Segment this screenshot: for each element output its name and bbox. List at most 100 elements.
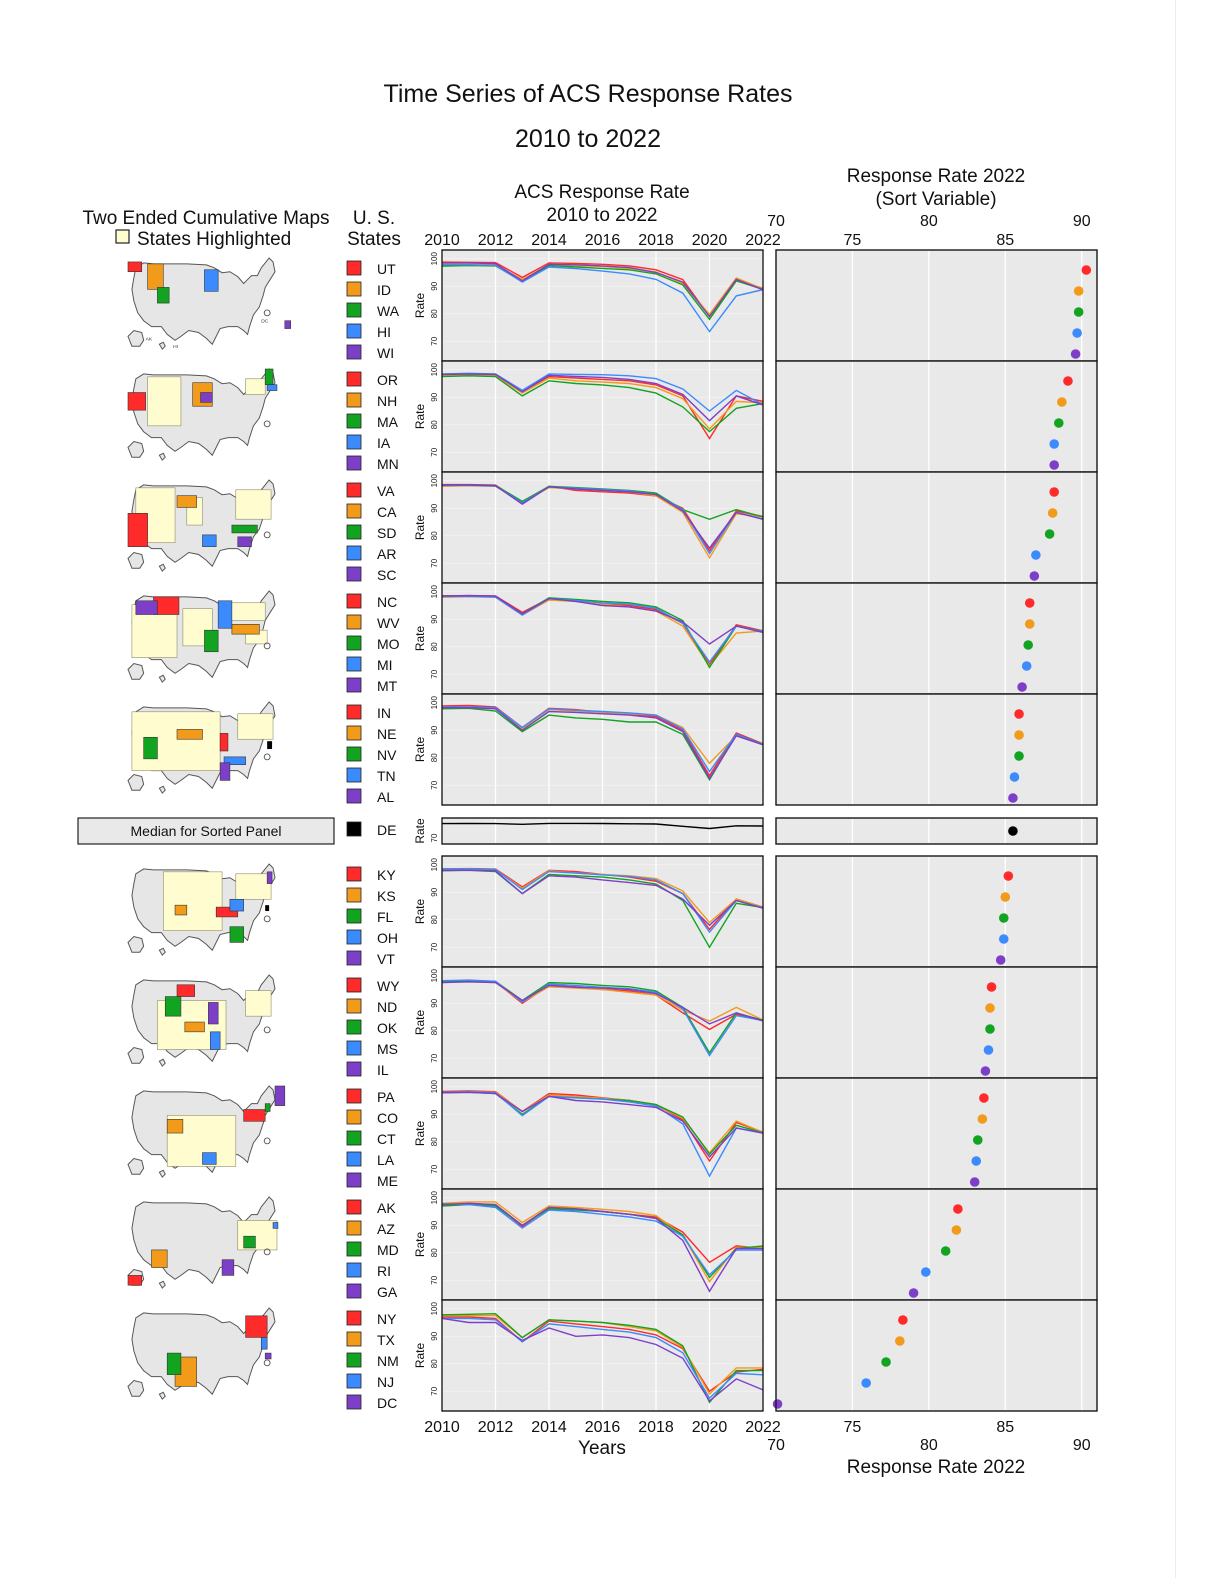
dot-va <box>1049 487 1059 497</box>
legend-swatch-nv <box>346 746 362 762</box>
dc-marker <box>263 309 271 317</box>
dot-nh <box>1057 397 1067 407</box>
ts-y-tick-label: 80 <box>430 1248 439 1257</box>
dot-ks <box>1000 892 1011 902</box>
dot-nd <box>985 1003 995 1013</box>
legend-label-wy: WY <box>377 978 400 994</box>
dot-la <box>971 1156 982 1166</box>
dotplot-header-line2: (Sort Variable) <box>875 189 996 210</box>
ts-y-tick-label: 70 <box>430 1386 439 1395</box>
map-state-mi <box>217 600 233 629</box>
dot-tn <box>1009 772 1020 782</box>
ts-y-axis-label: Rate <box>413 1010 427 1036</box>
ts-x-tick-bottom: 2020 <box>692 1419 728 1436</box>
map-prior-states-2 <box>245 378 266 395</box>
ts-y-tick-label: 90 <box>430 614 439 623</box>
dot-id <box>1073 286 1084 296</box>
legend-label-ca: CA <box>377 504 397 520</box>
map-state-md <box>243 1235 256 1249</box>
dot-x-tick-lower: 80 <box>920 1437 938 1454</box>
legend-label-mn: MN <box>377 456 399 472</box>
legend-label-pa: PA <box>377 1089 395 1105</box>
dot-nm <box>881 1357 891 1367</box>
legend-swatch-va <box>346 482 362 498</box>
series-line-de <box>441 822 764 830</box>
dot-sc <box>1029 571 1040 581</box>
legend-label-de: DE <box>377 822 396 838</box>
legend-swatch-wy <box>346 977 362 993</box>
dot-or <box>1063 376 1073 386</box>
ts-y-tick-label: 100 <box>430 1302 439 1316</box>
states-header-line1: U. S. <box>353 208 395 229</box>
dot-hi <box>1072 328 1082 338</box>
ts-x-tick-bottom: 2016 <box>585 1419 621 1436</box>
dot-de <box>1008 826 1018 836</box>
series-line-nj <box>442 1317 764 1400</box>
legend-label-in: IN <box>377 705 391 721</box>
panel-row-10: AK AZ MD RI GA 70 80 90 100 Rate <box>127 1188 1098 1301</box>
us-map-3 <box>127 479 276 572</box>
ts-y-tick-label: 90 <box>430 503 439 512</box>
series-line-dc <box>441 1317 764 1402</box>
legend-label-hi: HI <box>377 324 391 340</box>
ts-y-tick-label: 80 <box>430 1026 439 1035</box>
dc-marker <box>263 1137 271 1145</box>
map-state-ny <box>245 1315 268 1338</box>
dot-vt <box>995 955 1006 965</box>
timeseries-panel-frame <box>441 817 764 845</box>
axis-tick-labels: 2010 2010 2012 2012 2014 2014 2016 2016 2018 2018… <box>424 213 1091 1454</box>
map-prior-states-2 <box>235 873 272 900</box>
legend-swatch-ak <box>346 1199 362 1215</box>
ts-y-axis-label: Rate <box>413 1343 427 1369</box>
ts-y-tick-label: 70 <box>430 942 439 951</box>
median-label-text: Median for Sorted Panel <box>131 823 282 839</box>
map-state-ok <box>164 996 182 1017</box>
dot-ct <box>972 1135 983 1145</box>
us-map-4 <box>127 590 276 683</box>
series-line-wi <box>442 262 764 318</box>
dot-mn <box>1049 460 1059 470</box>
ts-y-axis-label: Rate <box>413 626 427 652</box>
map-prior-states-2 <box>235 489 272 520</box>
map-state-ia <box>266 384 278 391</box>
map-state-sc <box>237 536 252 547</box>
dotplot-panel-11 <box>775 1299 1098 1412</box>
series-line-ga <box>441 1202 763 1293</box>
alaska-outline <box>127 1379 145 1397</box>
dotplot-panel-3 <box>775 471 1098 584</box>
alaska-outline <box>127 1157 145 1175</box>
us-map-2 <box>127 368 278 461</box>
map-state-oh <box>229 898 244 912</box>
ts-x-tick-bottom: 2012 <box>478 1419 514 1436</box>
dot-x-tick-upper: 90 <box>1073 213 1091 230</box>
map-state-co <box>166 1119 184 1134</box>
dot-x-tick-lower-mid: 85 <box>996 1419 1014 1436</box>
legend-label-az: AZ <box>377 1221 395 1237</box>
us-map-7 <box>127 863 276 956</box>
dot-mt <box>1017 682 1027 692</box>
panel-row-11: NY TX NM NJ DC 70 80 90 100 Rate <box>127 1299 1098 1412</box>
hawaii-outline <box>158 1169 166 1178</box>
ts-y-axis-label: Rate <box>413 1121 427 1147</box>
legend-label-ut: UT <box>377 261 396 277</box>
series-line-oh <box>442 868 764 934</box>
dot-md <box>940 1246 951 1256</box>
map-state-ut <box>127 261 143 273</box>
map-state-il <box>208 1002 219 1025</box>
series-line-sc <box>442 484 764 550</box>
panel-row-1: AK HI DC UT ID WA HI WI 70 80 90 100 Rate <box>127 249 1098 362</box>
map-state-tn <box>223 756 246 766</box>
legend-label-nv: NV <box>377 747 397 763</box>
legend-swatch-ca <box>346 503 362 519</box>
us-map-8 <box>127 974 276 1067</box>
legend-swatch-wi <box>346 344 362 360</box>
legend-swatch-ri <box>346 1262 362 1278</box>
map-state-fl <box>229 926 244 943</box>
legend-swatch-mi <box>346 656 362 672</box>
series-line-nm <box>441 1312 763 1404</box>
alaska-outline <box>127 329 145 347</box>
map-state-nv <box>143 736 158 760</box>
dot-nj <box>861 1378 871 1388</box>
ts-y-tick-label: 100 <box>430 1080 439 1094</box>
